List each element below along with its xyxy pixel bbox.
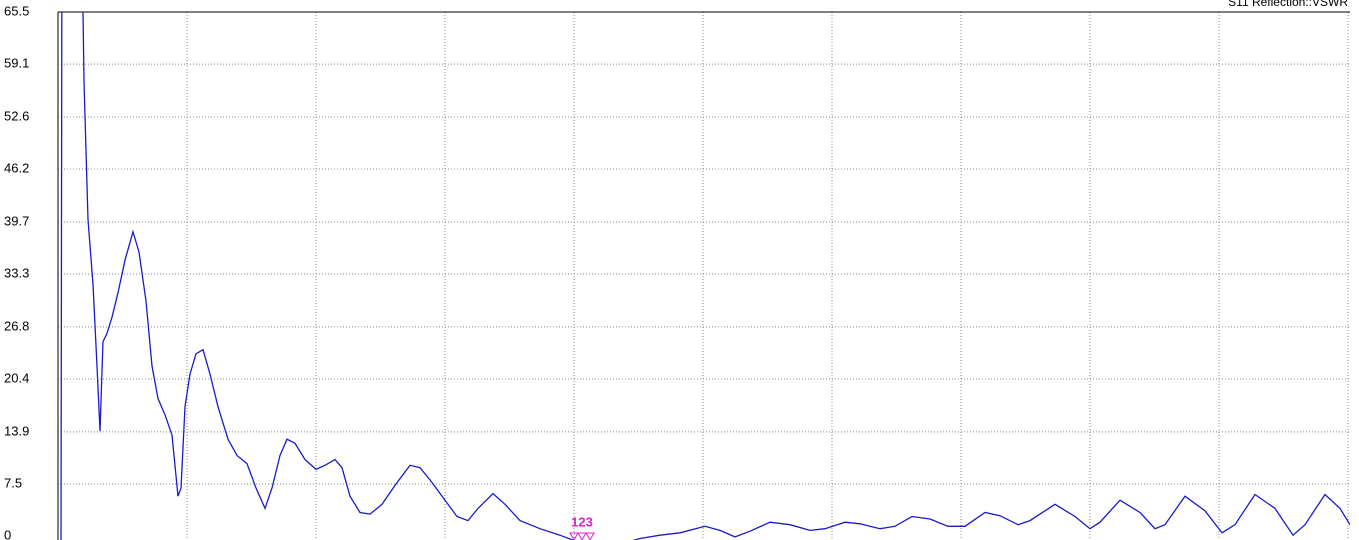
y-tick-label: 0 <box>4 527 11 540</box>
y-tick-label: 52.6 <box>4 108 29 123</box>
y-tick-label: 46.2 <box>4 160 29 175</box>
series-line <box>60 12 1350 540</box>
y-tick-label: 26.8 <box>4 318 29 333</box>
y-tick-label: 20.4 <box>4 370 29 385</box>
plot-area <box>60 12 1350 540</box>
y-tick-label: 65.5 <box>4 3 29 18</box>
marker-triangles <box>569 532 595 540</box>
chart-title: S11 Reflection::VSWR <box>1228 0 1348 9</box>
y-tick-label: 7.5 <box>4 475 22 490</box>
y-tick-label: 59.1 <box>4 56 29 71</box>
marker-label: 123 <box>571 514 593 529</box>
y-tick-label: 39.7 <box>4 213 29 228</box>
y-tick-label: 33.3 <box>4 265 29 280</box>
y-tick-label: 13.9 <box>4 423 29 438</box>
